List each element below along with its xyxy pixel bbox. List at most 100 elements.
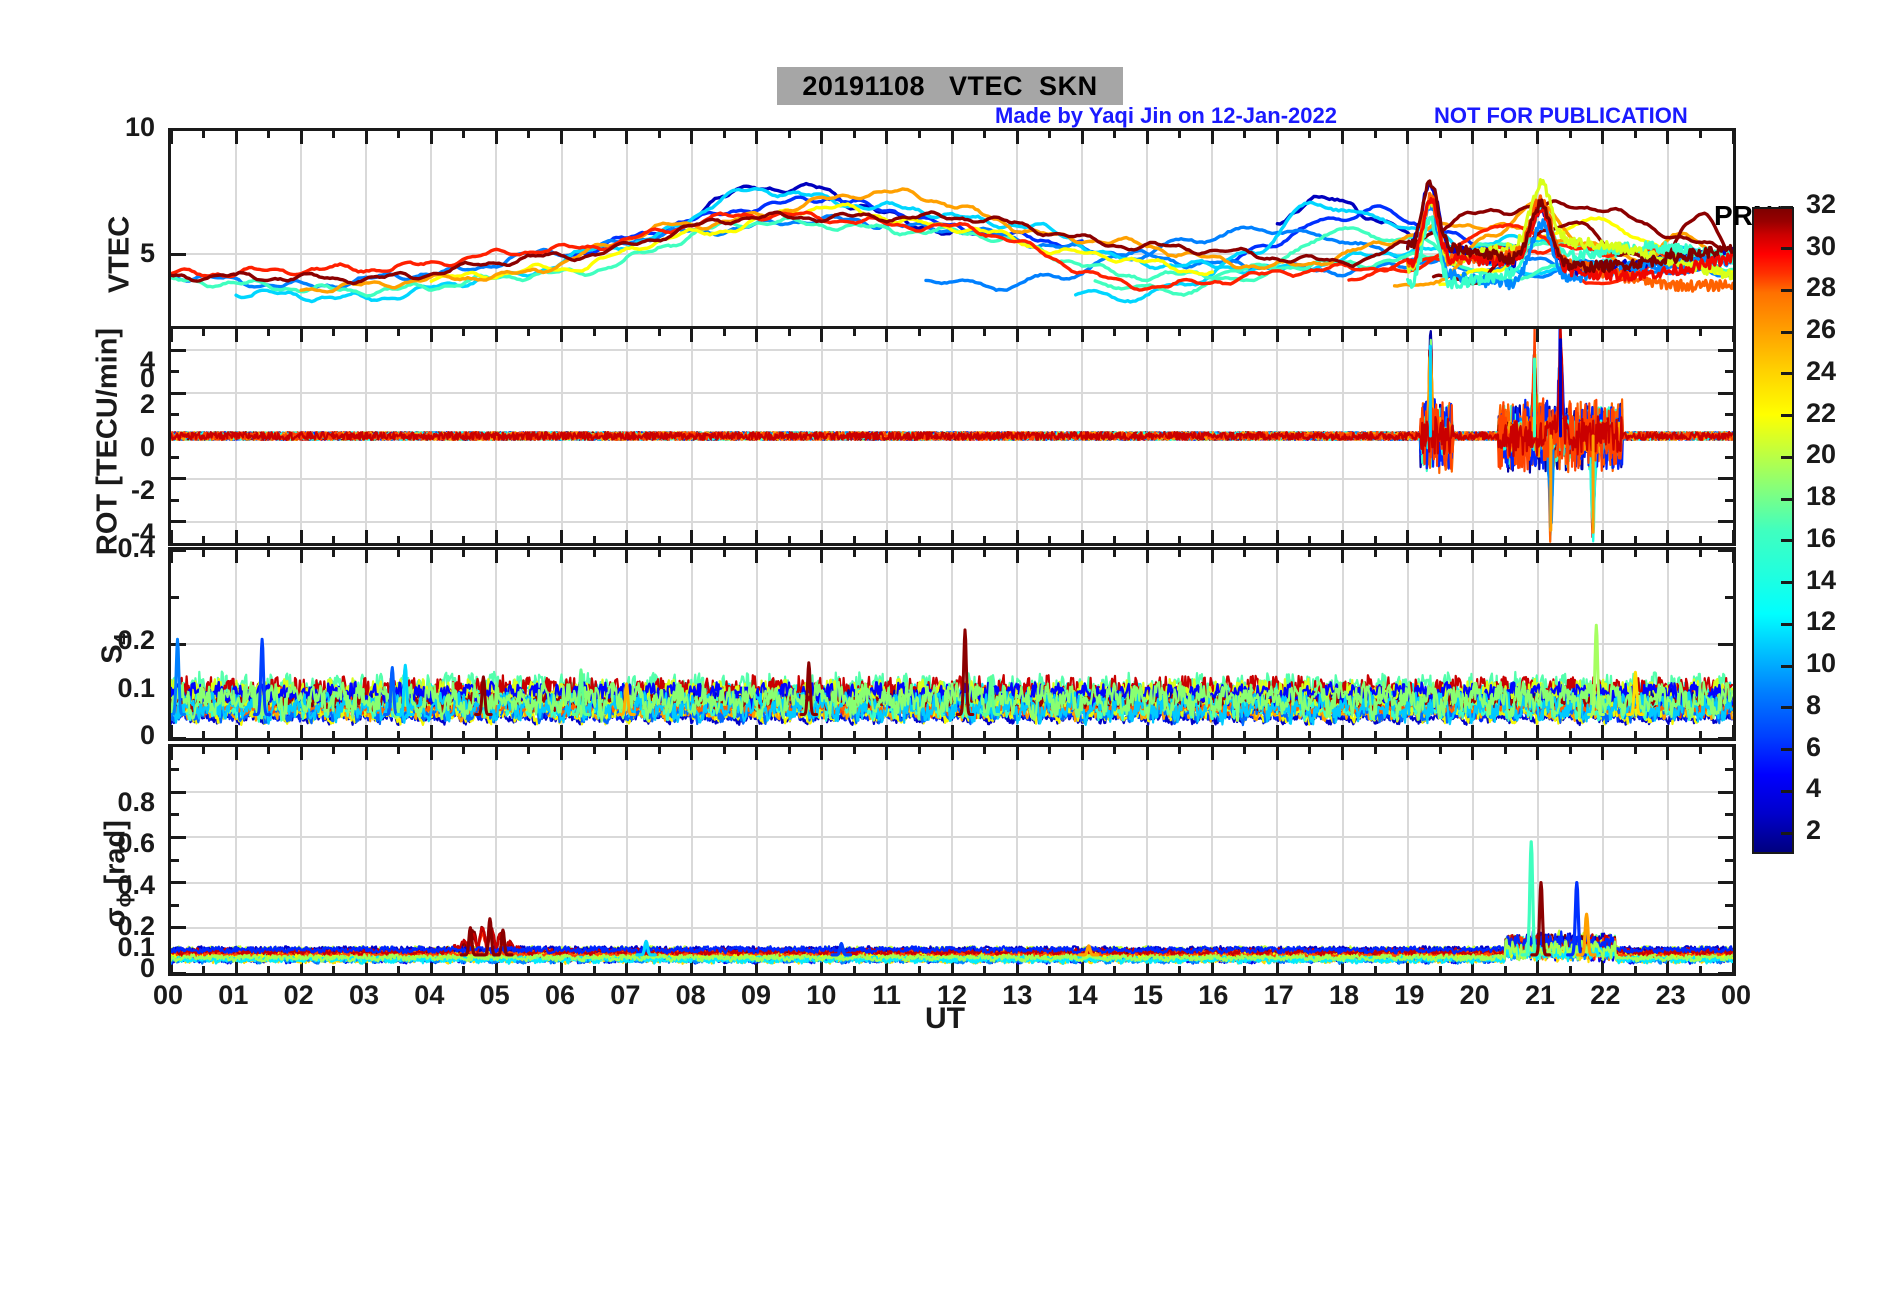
axis-tick (1568, 731, 1572, 738)
axis-tick (1341, 329, 1344, 342)
axis-tick (1308, 966, 1312, 973)
axis-tick (560, 530, 563, 543)
axis-tick (527, 731, 531, 738)
x-tick-label: 06 (544, 980, 576, 1010)
axis-tick (983, 731, 987, 738)
axis-tick (1438, 731, 1442, 738)
axis-tick (171, 550, 186, 552)
axis-tick (171, 455, 179, 459)
data-trace (492, 928, 514, 957)
data-trace (1530, 881, 1552, 957)
axis-tick (1725, 858, 1733, 862)
gridline-horizontal (171, 836, 1733, 839)
colorbar-tick-label: 10 (1806, 648, 1837, 679)
axis-tick (1568, 550, 1572, 557)
p4-traces (171, 840, 1733, 965)
axis-tick (1373, 536, 1377, 543)
axis-tick (171, 725, 173, 738)
data-trace (1406, 199, 1733, 290)
axis-tick (267, 329, 271, 336)
x-tick-label: 03 (348, 980, 380, 1010)
axis-tick (1015, 747, 1019, 760)
axis-tick (885, 550, 889, 563)
axis-tick (1243, 747, 1247, 754)
axis-tick (332, 131, 336, 138)
axis-tick (917, 536, 921, 543)
axis-tick (885, 725, 889, 738)
panel4-ytick-0.2: 0.2 (117, 911, 155, 941)
axis-tick (1275, 131, 1279, 144)
axis-tick (1308, 536, 1312, 543)
x-tick-label: 02 (283, 980, 314, 1010)
axis-tick (202, 747, 206, 754)
axis-tick (1178, 550, 1182, 557)
colorbar-tick-label: 8 (1806, 689, 1822, 720)
axis-tick (1725, 498, 1733, 502)
axis-tick (429, 725, 433, 738)
axis-tick (1373, 131, 1377, 138)
axis-tick (1210, 329, 1214, 342)
panel4-ytick-0: 0 (139, 953, 155, 983)
axis-tick (429, 329, 433, 342)
axis-tick (885, 329, 889, 342)
axis-tick (364, 550, 368, 563)
axis-tick (1341, 530, 1344, 543)
axis-tick (1633, 550, 1637, 557)
axis-tick (332, 550, 336, 557)
gridline-horizontal (171, 477, 1733, 480)
axis-tick (560, 960, 563, 973)
axis-tick (171, 498, 179, 502)
axis-tick (1113, 329, 1117, 336)
axis-tick (1633, 131, 1637, 138)
data-trace (1626, 670, 1644, 716)
axis-tick (1568, 536, 1572, 543)
axis-tick (299, 960, 303, 973)
axis-tick (722, 731, 726, 738)
axis-tick (171, 477, 186, 481)
data-trace (234, 187, 1670, 304)
axis-tick (494, 530, 498, 543)
axis-tick (755, 725, 759, 738)
axis-tick (1725, 768, 1733, 772)
axis-tick (1113, 131, 1117, 138)
x-tick-label: 10 (806, 980, 837, 1010)
gridline-vertical (625, 747, 628, 973)
axis-tick (787, 966, 791, 973)
axis-tick (267, 731, 271, 738)
axis-tick (1666, 131, 1670, 144)
axis-tick (1308, 550, 1312, 557)
axis-tick (1048, 329, 1052, 336)
axis-tick (171, 413, 179, 417)
axis-tick (625, 725, 629, 738)
panel2-ytick-0: 0 (139, 432, 155, 462)
axis-tick (202, 550, 206, 557)
axis-tick (1275, 960, 1279, 973)
axis-tick (1048, 731, 1052, 738)
x-tick-label: 23 (1655, 980, 1686, 1010)
axis-tick (1145, 550, 1149, 563)
colorbar-tick-label: 16 (1806, 522, 1837, 553)
axis-tick (1243, 536, 1247, 543)
axis-tick (1503, 536, 1507, 543)
axis-tick (917, 747, 921, 754)
axis-tick (429, 960, 433, 973)
axis-tick (657, 550, 661, 557)
axis-tick (1718, 520, 1733, 524)
panel4-ytick-0.4: 0.4 (117, 870, 155, 900)
x-tick-label: 18 (1328, 980, 1360, 1010)
x-tick-label: 12 (936, 980, 968, 1010)
axis-tick (983, 550, 987, 557)
gridline-horizontal (171, 643, 1733, 645)
axis-tick (1698, 550, 1702, 557)
axis-tick (1503, 747, 1507, 754)
axis-tick (917, 329, 921, 336)
axis-tick (171, 595, 179, 599)
axis-tick (787, 131, 791, 138)
axis-tick (722, 536, 726, 543)
axis-tick (1308, 747, 1312, 754)
colorbar-tick-label: 32 (1806, 189, 1837, 219)
axis-tick (560, 550, 563, 563)
axis-tick (171, 835, 186, 839)
colorbar-tick (1781, 247, 1793, 251)
axis-tick (1438, 550, 1442, 557)
